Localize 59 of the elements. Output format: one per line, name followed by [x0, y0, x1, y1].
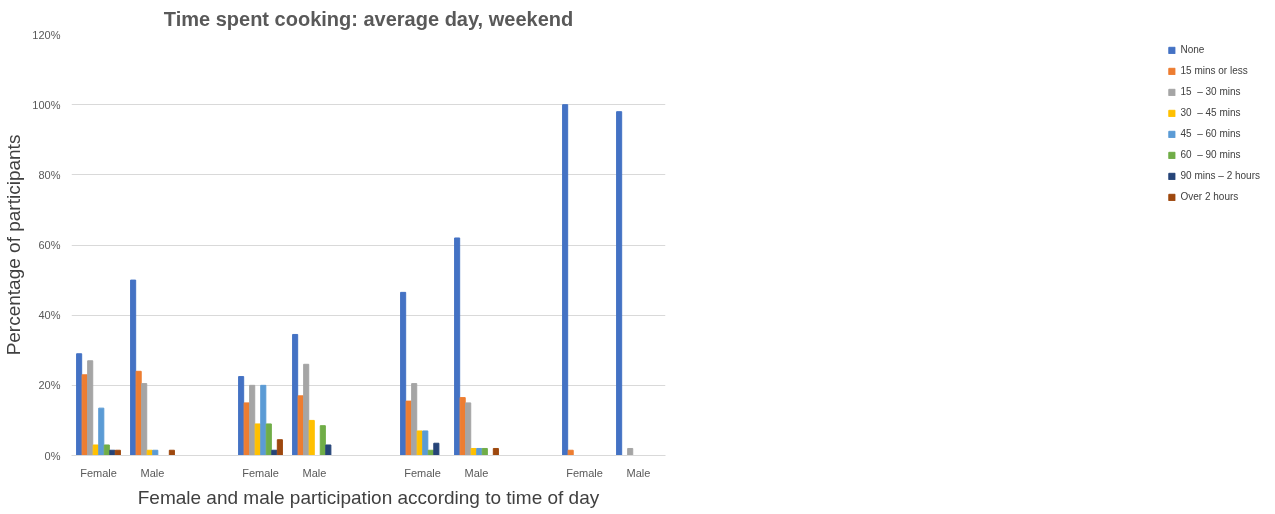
bar [260, 384, 267, 456]
x-tick-label: Female [566, 466, 603, 479]
legend-label: 90 mins – 2 hours [1180, 170, 1260, 181]
bar [292, 333, 299, 456]
bar [319, 425, 326, 456]
x-tick-label: Male [626, 466, 651, 479]
y-axis-title: Percentage of participants [3, 134, 25, 356]
x-tick-label: Female [80, 466, 117, 479]
legend-label: 60 – 90 mins [1180, 149, 1241, 160]
bar [459, 397, 466, 456]
bar [422, 430, 429, 456]
x-tick-label: Female [242, 466, 279, 479]
bar [562, 104, 569, 456]
bar [616, 111, 623, 456]
legend-label: 15 – 30 mins [1180, 86, 1241, 97]
x-tick-label: Male [464, 466, 489, 479]
y-tick-label: 120% [32, 28, 61, 41]
bar [130, 279, 137, 456]
bar [243, 402, 250, 456]
legend-label: None [1180, 44, 1205, 55]
bar [492, 447, 499, 456]
bar [476, 447, 483, 456]
chart-title: Time spent cooking: average day, weekend [163, 7, 574, 30]
bar [81, 374, 88, 456]
bar [87, 360, 94, 456]
x-axis-title: Female and male participation according to time of day [137, 486, 600, 508]
x-tick-label: Male [302, 466, 327, 479]
bar [265, 423, 272, 456]
y-tick-label: 20% [38, 379, 61, 392]
bar [325, 444, 332, 456]
y-tick-label: 0% [44, 449, 61, 462]
legend-label: 45 – 60 mins [1180, 128, 1241, 139]
bar [308, 419, 315, 456]
bar [433, 442, 440, 456]
bar [276, 439, 283, 456]
bar [405, 400, 412, 456]
bar [98, 407, 105, 456]
bar [465, 402, 472, 456]
x-tick-label: Male [140, 466, 165, 479]
bar [297, 395, 304, 456]
bar [454, 237, 461, 456]
bar [627, 447, 634, 456]
bar [400, 291, 407, 456]
y-tick-label: 80% [38, 168, 61, 181]
y-tick-label: 100% [32, 98, 61, 111]
y-tick-label: 60% [38, 239, 61, 251]
bar [303, 363, 310, 456]
legend-label: 30 – 45 mins [1180, 107, 1241, 118]
bar [141, 383, 148, 456]
bar [411, 383, 418, 456]
x-tick-label: Female [404, 466, 441, 479]
bar [567, 449, 574, 456]
legend-label: 15 mins or less [1180, 65, 1248, 76]
y-tick-label: 40% [38, 309, 61, 322]
bar [481, 447, 488, 456]
bar [249, 384, 256, 456]
bar [103, 444, 110, 456]
legend-label: Over 2 hours [1180, 191, 1239, 202]
bar [135, 370, 142, 456]
